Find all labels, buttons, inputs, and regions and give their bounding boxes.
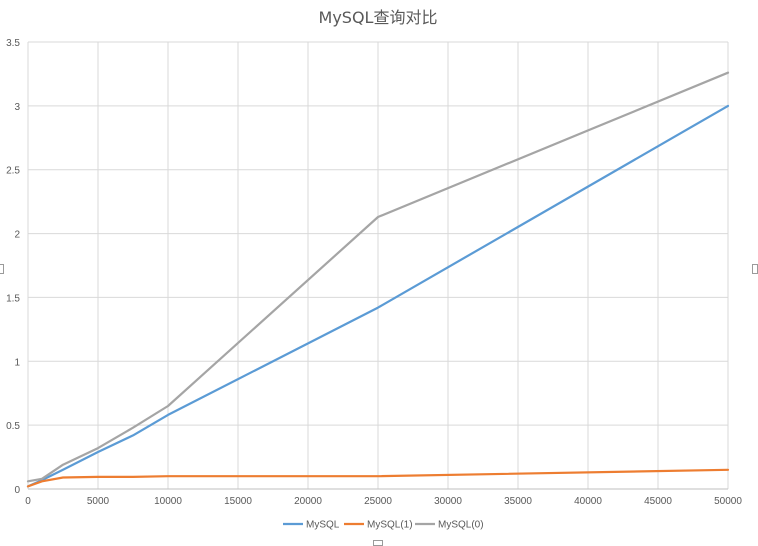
series-layer [26,71,730,488]
x-tick-label: 30000 [434,496,462,507]
series-line-1 [26,468,730,488]
grid-layer [27,41,729,490]
resize-handle-left[interactable] [0,264,4,274]
chart-title: MySQL查询对比 [319,8,438,27]
y-tick-label: 3 [14,102,20,113]
series-line-2 [26,71,730,483]
y-tick-label: 0 [14,485,20,496]
y-tick-label: 0.5 [6,421,20,432]
x-tick-label: 50000 [714,496,742,507]
legend-label-0: MySQL [306,520,340,531]
y-tick-label: 2.5 [6,166,20,177]
legend-label-1: MySQL(1) [367,520,413,531]
x-tick-label: 40000 [574,496,602,507]
legend: MySQL MySQL(1) MySQL(0) [283,520,484,531]
x-tick-label: 20000 [294,496,322,507]
x-tick-label: 35000 [504,496,532,507]
x-tick-label: 15000 [224,496,252,507]
legend-label-2: MySQL(0) [438,520,484,531]
y-tick-label: 1.5 [6,293,20,304]
x-tick-label: 25000 [364,496,392,507]
x-tick-label: 10000 [154,496,182,507]
y-tick-label: 2 [14,230,20,241]
resize-handle-right[interactable] [752,264,758,274]
x-tick-label: 5000 [87,496,110,507]
x-tick-label: 45000 [644,496,672,507]
series-line-0 [26,104,730,488]
y-tick-label: 1 [14,357,20,368]
x-tick-label: 0 [25,496,31,507]
resize-handle-bottom[interactable] [373,540,383,546]
y-tick-label: 3.5 [6,38,20,49]
axis-layer: 0 5000 10000 15000 20000 25000 30000 35000 40000… [6,38,742,507]
